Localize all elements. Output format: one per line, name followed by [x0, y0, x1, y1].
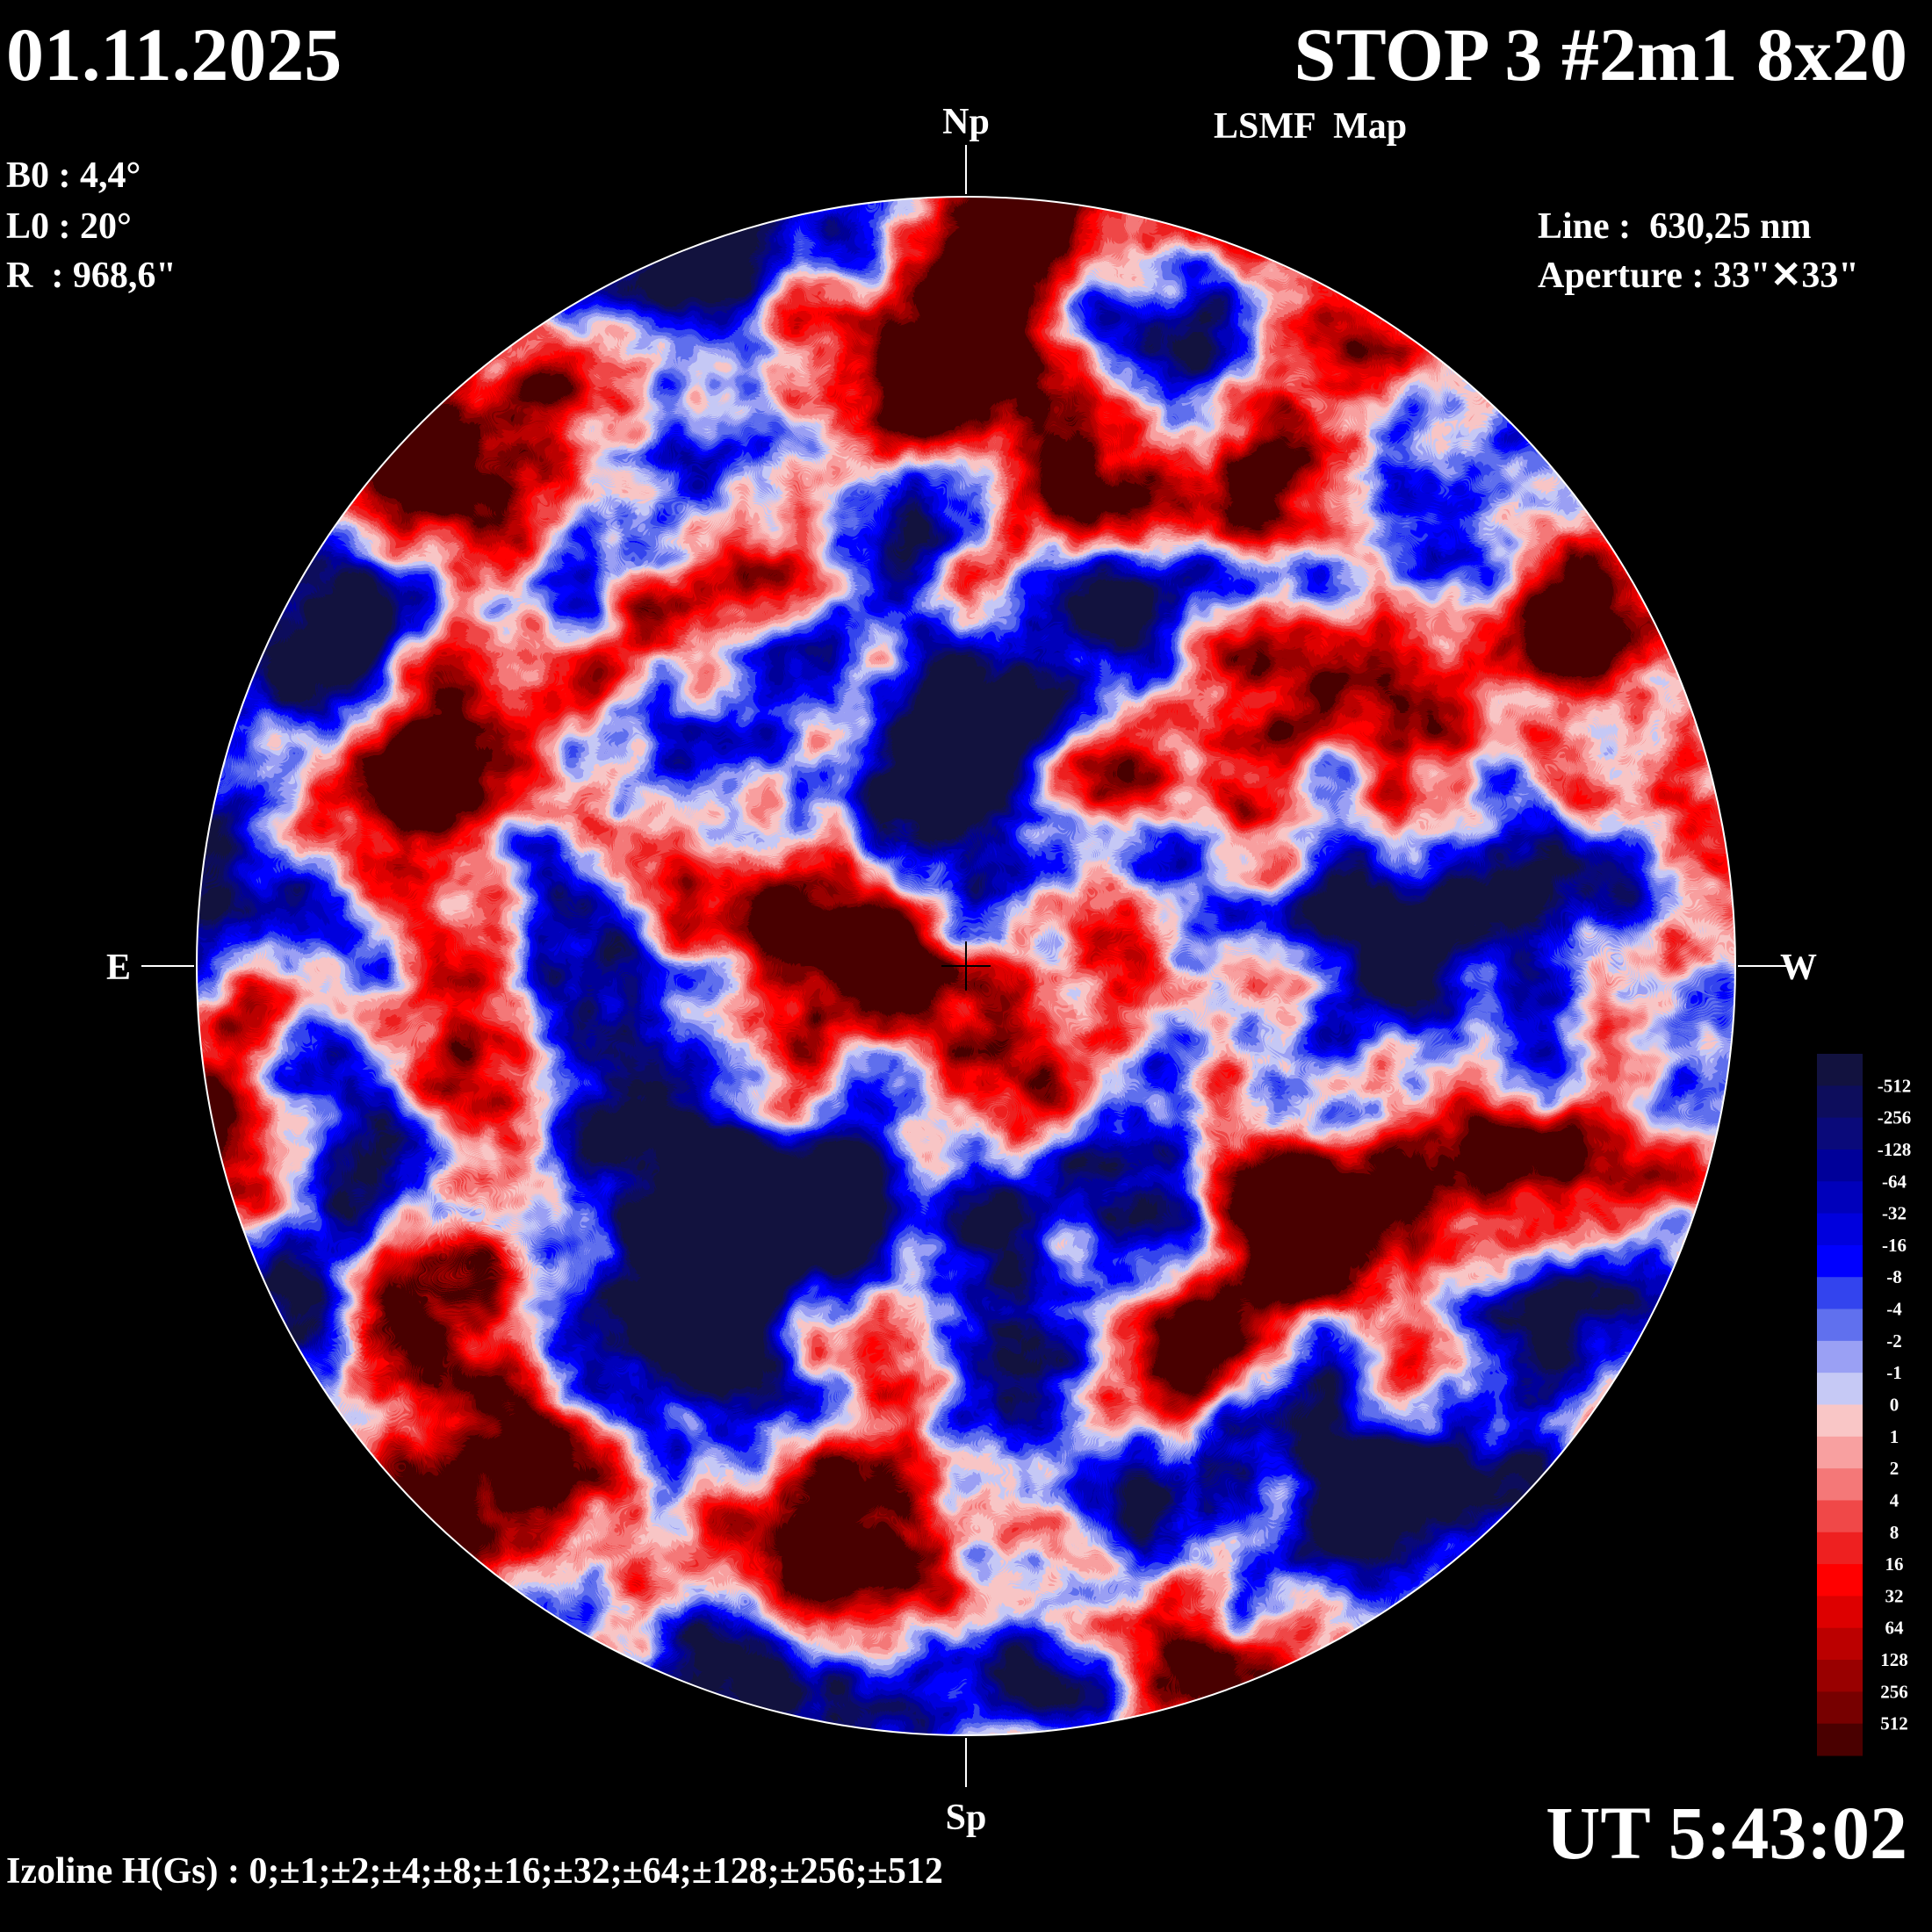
colorbar-label: -4 [1886, 1299, 1902, 1320]
colorbar-swatch [1817, 1660, 1863, 1692]
direction-label: W [1780, 948, 1817, 988]
colorbar-label: -256 [1878, 1107, 1912, 1128]
colorbar-label: 1 [1890, 1426, 1900, 1447]
colorbar-swatch [1817, 1468, 1863, 1501]
instrument-info: Line : 630,25 nm [1538, 206, 1812, 247]
colorbar-swatch [1817, 1691, 1863, 1725]
colorbar-label: 32 [1885, 1585, 1904, 1606]
colorbar-swatch [1817, 1340, 1863, 1373]
colorbar-swatch [1817, 1627, 1863, 1661]
colorbar-label: -8 [1886, 1266, 1902, 1287]
colorbar-label: 16 [1885, 1554, 1904, 1575]
colorbar-swatch [1817, 1149, 1863, 1182]
time: UT 5:43:02 [1546, 1791, 1907, 1875]
colorbar-swatch [1817, 1117, 1863, 1150]
colorbar: -512 -256 -128 -64 -32 -16 -8 -4 -2 -1 0 1 2 4 8 16 32 64… [1817, 1054, 1911, 1756]
center-cross [941, 941, 991, 991]
colorbar-swatch [1817, 1181, 1863, 1215]
colorbar-label: -16 [1882, 1235, 1907, 1256]
colorbar-swatch [1817, 1500, 1863, 1533]
colorbar-swatch [1817, 1277, 1863, 1310]
colorbar-label: 512 [1880, 1713, 1908, 1734]
colorbar-swatch [1817, 1564, 1863, 1597]
colorbar-swatch [1817, 1244, 1863, 1278]
axis-ticks [141, 145, 1787, 1787]
colorbar-label: -1 [1886, 1362, 1902, 1383]
colorbar-label: -128 [1878, 1139, 1912, 1160]
colorbar-swatch [1817, 1404, 1863, 1438]
colorbar-label: 64 [1885, 1618, 1905, 1639]
direction-label: Sp [946, 1798, 987, 1838]
direction-label: Np [942, 102, 990, 142]
instrument-info: Aperture : 33"✕33" [1538, 256, 1859, 296]
parameter: R : 968,6" [6, 256, 177, 296]
colorbar-label: 0 [1890, 1395, 1900, 1416]
colorbar-label: -2 [1886, 1330, 1902, 1352]
colorbar-swatch [1817, 1213, 1863, 1246]
colorbar-swatch [1817, 1596, 1863, 1629]
colorbar-label: 128 [1880, 1649, 1908, 1670]
colorbar-label: 4 [1890, 1489, 1900, 1510]
colorbar-swatch [1817, 1373, 1863, 1405]
date: 01.11.2025 [6, 12, 342, 97]
colorbar-label: 256 [1880, 1681, 1908, 1702]
colorbar-label: -64 [1882, 1171, 1907, 1192]
disk-limb [196, 196, 1736, 1736]
colorbar-swatch [1817, 1532, 1863, 1565]
colorbar-swatch [1817, 1723, 1863, 1756]
colorbar-swatch [1817, 1308, 1863, 1342]
parameter: B0 : 4,4° [6, 155, 141, 196]
colorbar-label: -512 [1878, 1075, 1912, 1096]
parameter: L0 : 20° [6, 206, 132, 247]
subtitle: LSMF Map [1214, 106, 1407, 147]
colorbar-swatch [1817, 1436, 1863, 1469]
title: STOP 3 #2m1 8x20 [1294, 12, 1907, 97]
footer-note: Izoline H(Gs) : 0;±1;±2;±4;±8;±16;±32;±6… [6, 1851, 943, 1892]
colorbar-label: 8 [1890, 1522, 1900, 1543]
colorbar-swatch [1817, 1085, 1863, 1119]
colorbar-swatch [1817, 1054, 1863, 1086]
colorbar-label: 2 [1890, 1458, 1900, 1479]
direction-label: E [106, 948, 131, 988]
colorbar-label: -32 [1882, 1203, 1907, 1224]
